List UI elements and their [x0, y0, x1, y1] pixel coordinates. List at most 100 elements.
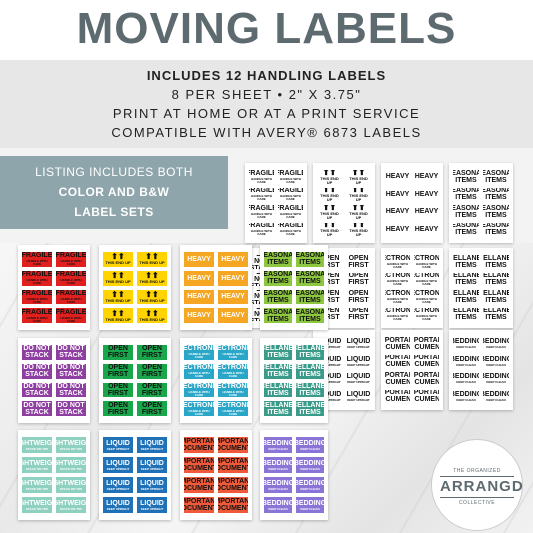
label-c-heavy: HEAVY [184, 252, 214, 267]
label-subtitle: HANDLE WITH CARE [251, 194, 272, 201]
label-c-seasonal: SEASONAL ITEMS [264, 289, 292, 305]
label-title: FRAGILE [22, 252, 52, 260]
label-title: HEAVY [385, 190, 410, 198]
label-bw-seasonal: SEASONAL ITEMS [483, 170, 509, 184]
label-subtitle: KEEP CLEAN [268, 446, 288, 451]
label-title: BEDDING [483, 338, 509, 346]
label-c-misc: MISCELLANEOUS ITEMS [264, 382, 292, 398]
label-title: IMPORTANT DOCUMENTS [184, 458, 214, 472]
label-title: THIS END UP [320, 228, 339, 236]
sheet-color-heavy: HEAVY HEAVY HEAVY HEAVY HEAVY HEAVY HEAVY HEAVY [180, 245, 252, 330]
label-c-thisend: ⬆⬆ THIS END UP [137, 252, 167, 267]
label-bw-misc: MISCELLANEOUS ITEMS [483, 290, 509, 304]
label-title: BEDDING [483, 355, 509, 363]
label-title: LIQUID [140, 479, 164, 487]
label-c-openfirst: OPEN FIRST [137, 382, 167, 398]
brand-logo: THE ORGANIZED ARRANGD COLLECTIVE [431, 439, 523, 531]
label-title: DO NOT STACK [57, 345, 85, 360]
label-title: THIS END UP [349, 193, 368, 201]
info-box: INCLUDES 12 HANDLING LABELS 8 PER SHEET … [0, 60, 533, 148]
label-title: SEASONAL ITEMS [453, 205, 479, 219]
label-subtitle: KEEP CLEAN [456, 362, 476, 367]
label-subtitle: HANDLE WITH CARE [416, 279, 437, 286]
label-bw-seasonal: SEASONAL ITEMS [453, 205, 479, 219]
label-subtitle: STACK ON TOP [25, 486, 49, 491]
sheet-bw-important: IMPORTANT DOCUMENTS IMPORTANT DOCUMENTS IM… [381, 330, 443, 410]
label-subtitle: KEEP CLEAN [268, 466, 288, 471]
label-title: LIQUID [346, 338, 371, 346]
label-c-heavy: HEAVY [218, 270, 248, 286]
label-subtitle: KEEP CLEAN [300, 446, 320, 451]
sheet-color-electronics: ELECTRONICSHANDLE WITH CAREELECTRONICSHA… [180, 338, 252, 423]
label-title: FRAGILE [249, 205, 274, 212]
label-title: FRAGILE [249, 170, 274, 177]
label-title: OPEN FIRST [348, 272, 369, 287]
label-c-thisend: ⬆⬆ THIS END UP [137, 270, 167, 286]
label-title: DO NOT STACK [23, 364, 51, 379]
label-c-seasonal: SEASONAL ITEMS [296, 270, 324, 286]
label-title: MISCELLANEOUS ITEMS [483, 307, 509, 322]
up-arrows-icon: ⬆⬆ [111, 308, 125, 318]
label-subtitle: HANDLE WITH CARE [387, 296, 408, 304]
label-subtitle: KEEP UPRIGHT [318, 397, 341, 402]
label-bw-electronics: ELECTRONICSHANDLE WITH CARE [414, 255, 439, 269]
label-c-important: IMPORTANT DOCUMENTS [218, 437, 248, 453]
label-c-openfirst: OPEN FIRST [103, 345, 133, 360]
label-title: SEASONAL ITEMS [296, 289, 324, 304]
label-subtitle: KEEP UPRIGHT [347, 380, 370, 385]
label-subtitle: HANDLE WITH CARE [60, 259, 82, 267]
label-subtitle: KEEP CLEAN [456, 397, 476, 402]
label-c-electronics: ELECTRONICSHANDLE WITH CARE [184, 363, 214, 379]
label-c-electronics: ELECTRONICSHANDLE WITH CARE [218, 382, 248, 398]
label-title: HEAVY [187, 255, 211, 263]
logo-top-text: THE ORGANIZED [453, 468, 501, 474]
label-title: OPEN FIRST [319, 290, 340, 304]
label-c-openfirst: OPEN FIRST [137, 363, 167, 379]
label-bw-thisend: ⬆⬆ THIS END UP [346, 187, 371, 201]
label-c-important: IMPORTANT DOCUMENTS [184, 497, 214, 513]
label-subtitle: HANDLE WITH CARE [222, 352, 244, 360]
label-title: MISCELLANEOUS ITEMS [264, 382, 292, 397]
label-title: IMPORTANT DOCUMENTS [414, 337, 439, 351]
label-title: BEDDING [264, 459, 292, 467]
label-c-liquid: LIQUID KEEP UPRIGHT [103, 477, 133, 493]
label-bw-heavy: HEAVY [414, 222, 439, 236]
label-bw-seasonal: SEASONAL ITEMS [483, 222, 509, 236]
label-bw-liquid: LIQUID KEEP UPRIGHT [346, 372, 371, 386]
label-title: MISCELLANEOUS ITEMS [296, 401, 324, 416]
label-c-electronics: ELECTRONICSHANDLE WITH CARE [218, 401, 248, 416]
label-c-openfirst: OPEN FIRST [137, 345, 167, 360]
label-title: MISCELLANEOUS ITEMS [453, 272, 479, 287]
label-c-openfirst: OPEN FIRST [137, 401, 167, 416]
label-c-openfirst: OPEN FIRST [103, 401, 133, 416]
label-title: ELECTRONICS [218, 345, 248, 353]
label-c-seasonal: SEASONAL ITEMS [296, 308, 324, 323]
label-title: MISCELLANEOUS ITEMS [296, 382, 324, 397]
label-c-fragile: FRAGILE HANDLE WITH CARE [22, 252, 52, 267]
label-c-donot: DO NOT STACK [56, 345, 86, 360]
label-title: FRAGILE [56, 252, 86, 260]
label-c-lightweight: LIGHTWEIGHTSTACK ON TOP [56, 477, 86, 493]
label-c-misc: MISCELLANEOUS ITEMS [264, 345, 292, 360]
label-title: IMPORTANT DOCUMENTS [184, 478, 214, 492]
label-title: OPEN FIRST [107, 382, 129, 397]
label-bw-openfirst: OPEN FIRST [346, 307, 371, 321]
label-title: SEASONAL ITEMS [483, 187, 509, 202]
label-c-liquid: LIQUID KEEP UPRIGHT [103, 437, 133, 453]
label-c-lightweight: LIGHTWEIGHTSTACK ON TOP [22, 477, 52, 493]
label-title: BEDDING [264, 479, 292, 487]
label-c-misc: MISCELLANEOUS ITEMS [296, 363, 324, 379]
label-subtitle: HANDLE WITH CARE [251, 229, 272, 236]
info-line-compatible: COMPATIBLE WITH AVERY® 6873 LABELS [111, 125, 422, 140]
label-title: THIS END UP [320, 175, 339, 184]
label-c-electronics: ELECTRONICSHANDLE WITH CARE [218, 345, 248, 360]
label-subtitle: HANDLE WITH CARE [188, 352, 210, 360]
label-bw-electronics: ELECTRONICSHANDLE WITH CARE [385, 307, 410, 321]
label-c-lightweight: LIGHTWEIGHTSTACK ON TOP [56, 457, 86, 473]
label-c-fragile: FRAGILE HANDLE WITH CARE [22, 308, 52, 323]
